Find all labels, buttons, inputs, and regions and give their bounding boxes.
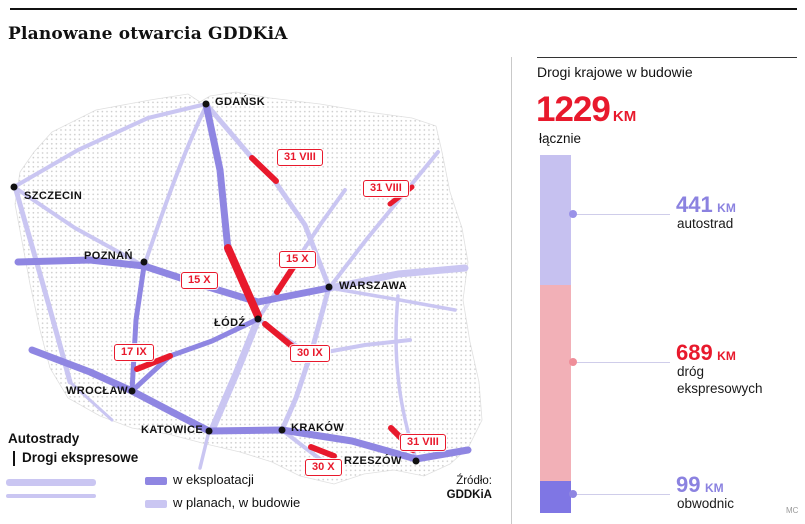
city-label-warszawa: WARSZAWA [339, 280, 407, 292]
bar-segment-autostrady [540, 155, 571, 285]
total-value: 1229 [536, 90, 611, 129]
bar-segment-obwodnice [540, 481, 571, 513]
opening-date-label: 30 X [305, 459, 342, 476]
stacked-bar [540, 155, 571, 513]
panel-heading: Drogi krajowe w budowie [537, 64, 693, 80]
panel-heading-rule [537, 57, 797, 58]
callout-dot [569, 210, 577, 218]
total-km: 1229 KM [536, 90, 636, 130]
city-dot [128, 387, 136, 395]
city-dot [202, 100, 210, 108]
city-dot [205, 427, 213, 435]
city-label-szczecin: SZCZECIN [24, 190, 83, 202]
city-dot [325, 283, 333, 291]
opening-date-label: 31 VIII [400, 434, 446, 451]
opening-date-label: 31 VIII [363, 180, 409, 197]
city-dot [140, 258, 148, 266]
bar-segment-ekspresowe [540, 285, 571, 481]
city-label-wroclaw: WROCŁAW [66, 385, 129, 397]
callout-dot [569, 358, 577, 366]
city-label-katowice: KATOWICE [141, 424, 204, 436]
city-label-lodz: ŁÓDŹ [214, 317, 246, 329]
legend-planned-label: w planach, w budowie [173, 495, 301, 510]
ekspresowa-line-sample [6, 494, 96, 498]
page-title: Planowane otwarcia GDDKiA [8, 24, 288, 44]
callout-label-autostrady: autostrad [677, 216, 734, 231]
legend-ekspresowe-label: Drogi ekspresowe [22, 450, 139, 465]
city-dot [412, 457, 420, 465]
city-dot [278, 426, 286, 434]
callout-line [576, 362, 670, 363]
top-rule [10, 8, 797, 10]
legend-swatch-in-use [145, 477, 167, 485]
callout-line [576, 494, 670, 495]
total-label: łącznie [539, 131, 582, 146]
autostrada-line-sample [6, 479, 96, 486]
city-label-poznan: POZNAŃ [84, 250, 133, 262]
opening-date-label: 31 VIII [277, 149, 323, 166]
callout-line [576, 214, 670, 215]
city-label-krakow: KRAKÓW [291, 422, 345, 434]
city-label-rzeszow: RZESZÓW [344, 455, 402, 467]
city-dot [10, 183, 18, 191]
city-dot [254, 315, 262, 323]
callout-dot [569, 490, 577, 498]
city-dots [10, 100, 420, 465]
callout-value-autostrady: 441 KM [676, 192, 736, 217]
source-label: Źródło: [456, 475, 492, 487]
total-unit: KM [612, 108, 637, 125]
opening-date-label: 17 IX [114, 344, 154, 361]
legend-bracket [13, 451, 15, 466]
callout-value-ekspresowe: 689 KM [676, 340, 736, 365]
opening-date-label: 15 X [181, 272, 218, 289]
opening-date-label: 30 IX [290, 345, 330, 362]
callout-label-ekspresowe-line2: ekspresowych [677, 381, 763, 396]
opening-date-label: 15 X [279, 251, 316, 268]
legend-autostrady-label: Autostrady [8, 431, 80, 446]
legend-in-use-label: w eksploatacji [173, 472, 254, 487]
callout-value-obwodnice: 99 KM [676, 472, 724, 497]
panel-divider [511, 57, 512, 524]
callout-label-obwodnice: obwodnic [677, 496, 735, 511]
legend-swatch-planned [145, 500, 167, 508]
callout-label-ekspresowe-line1: dróg [677, 364, 705, 379]
city-label-gdansk: GDAŃSK [215, 96, 266, 108]
source-credit: Źródło: GDDKiA [400, 474, 492, 502]
author-initials: MC [786, 506, 799, 515]
source-name: GDDKiA [446, 489, 492, 501]
